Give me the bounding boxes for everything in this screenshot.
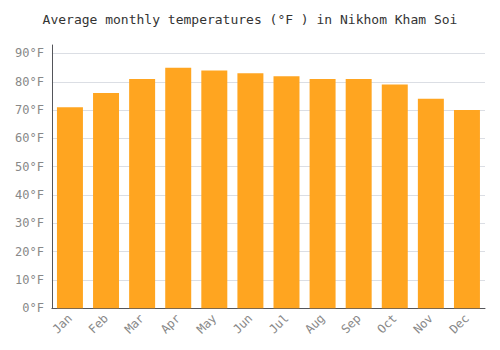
svg-text:Sep: Sep xyxy=(338,311,363,336)
svg-text:Average monthly temperatures (: Average monthly temperatures (°F ) in Ni… xyxy=(43,12,458,27)
svg-text:Dec: Dec xyxy=(447,311,472,336)
svg-text:May: May xyxy=(194,311,219,336)
svg-text:Aug: Aug xyxy=(302,311,327,336)
svg-text:Mar: Mar xyxy=(122,311,147,336)
svg-text:Feb: Feb xyxy=(86,311,111,336)
svg-text:10°F: 10°F xyxy=(15,273,44,287)
svg-text:40°F: 40°F xyxy=(15,188,44,202)
svg-text:30°F: 30°F xyxy=(15,216,44,230)
svg-text:Apr: Apr xyxy=(158,311,183,336)
svg-text:Jan: Jan xyxy=(50,311,75,336)
svg-text:20°F: 20°F xyxy=(15,245,44,259)
svg-text:Nov: Nov xyxy=(411,311,436,336)
svg-text:70°F: 70°F xyxy=(15,103,44,117)
svg-text:90°F: 90°F xyxy=(15,46,44,60)
svg-text:50°F: 50°F xyxy=(15,160,44,174)
svg-text:60°F: 60°F xyxy=(15,131,44,145)
svg-text:Oct: Oct xyxy=(375,311,400,336)
svg-text:Jul: Jul xyxy=(266,311,291,336)
svg-text:80°F: 80°F xyxy=(15,75,44,89)
svg-text:0°F: 0°F xyxy=(22,301,44,315)
svg-text:Jun: Jun xyxy=(230,311,255,336)
